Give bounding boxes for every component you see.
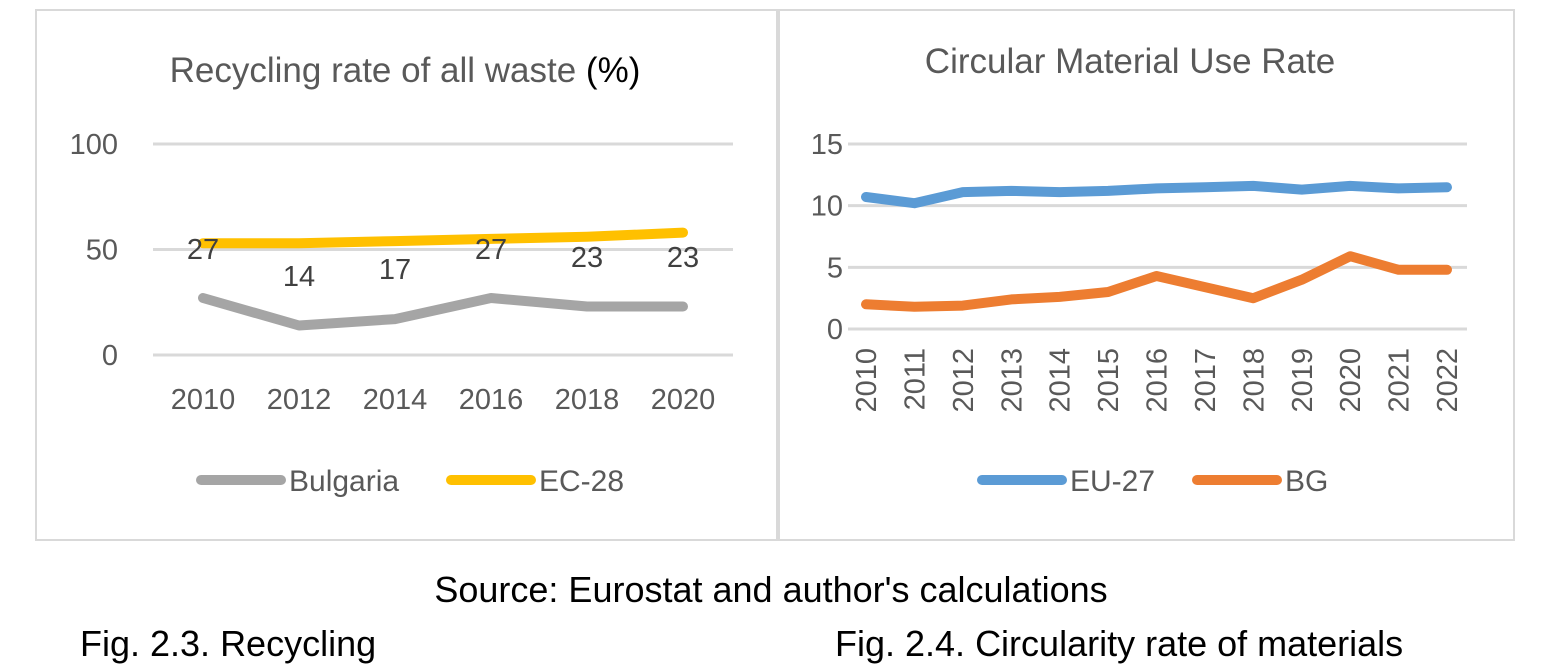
y-tick-0: 0 [102, 340, 118, 372]
chart-title: Recycling rate of all waste (%) [170, 51, 641, 90]
legend: Bulgaria EC-28 [196, 465, 624, 498]
figure-caption-right: Fig. 2.4. Circularity rate of materials [835, 623, 1404, 664]
x-tick-2014: 2014 [363, 384, 428, 416]
gridlines [153, 142, 733, 357]
y-tick-labels: 0 50 100 [70, 129, 118, 372]
x-tick-2012: 2012 [267, 384, 332, 416]
data-label-bulgaria-2016: 27 [475, 234, 507, 266]
data-label-bulgaria-2014: 17 [379, 254, 411, 286]
legend-item-bulgaria: Bulgaria [196, 465, 399, 498]
series-lines [198, 227, 688, 331]
series-line-bulgaria [198, 293, 688, 331]
chart-title-main: Recycling rate of all waste [170, 51, 586, 90]
legend-item-ec-28: EC-28 [446, 465, 624, 498]
x-tick-2020: 2020 [651, 384, 716, 416]
legend-label-ec-28: EC-28 [539, 465, 624, 498]
x-tick-labels: 2010 2012 2014 2016 2018 2020 [171, 384, 716, 416]
data-labels: 27 14 17 27 23 23 [187, 234, 699, 293]
chart-title-unit: (%) [586, 51, 640, 90]
data-label-bulgaria-2020: 23 [667, 242, 699, 274]
x-tick-2018: 2018 [555, 384, 620, 416]
y-tick-50: 50 [86, 235, 118, 267]
data-label-bulgaria-2010: 27 [187, 234, 219, 266]
y-tick-100: 100 [70, 129, 118, 161]
panel-divider [776, 9, 780, 541]
source-caption: Source: Eurostat and author's calculatio… [434, 569, 1108, 610]
figure-caption-left: Fig. 2.3. Recycling [80, 623, 377, 664]
x-tick-2016: 2016 [459, 384, 524, 416]
data-label-bulgaria-2012: 14 [283, 261, 315, 293]
chart-recycling-rate: Recycling rate of all waste (%) 0 50 100 2… [70, 51, 733, 498]
x-tick-2010: 2010 [171, 384, 236, 416]
data-label-bulgaria-2018: 23 [571, 242, 603, 274]
legend-label-bulgaria: Bulgaria [289, 465, 399, 498]
series-line-ec-28 [198, 227, 688, 249]
